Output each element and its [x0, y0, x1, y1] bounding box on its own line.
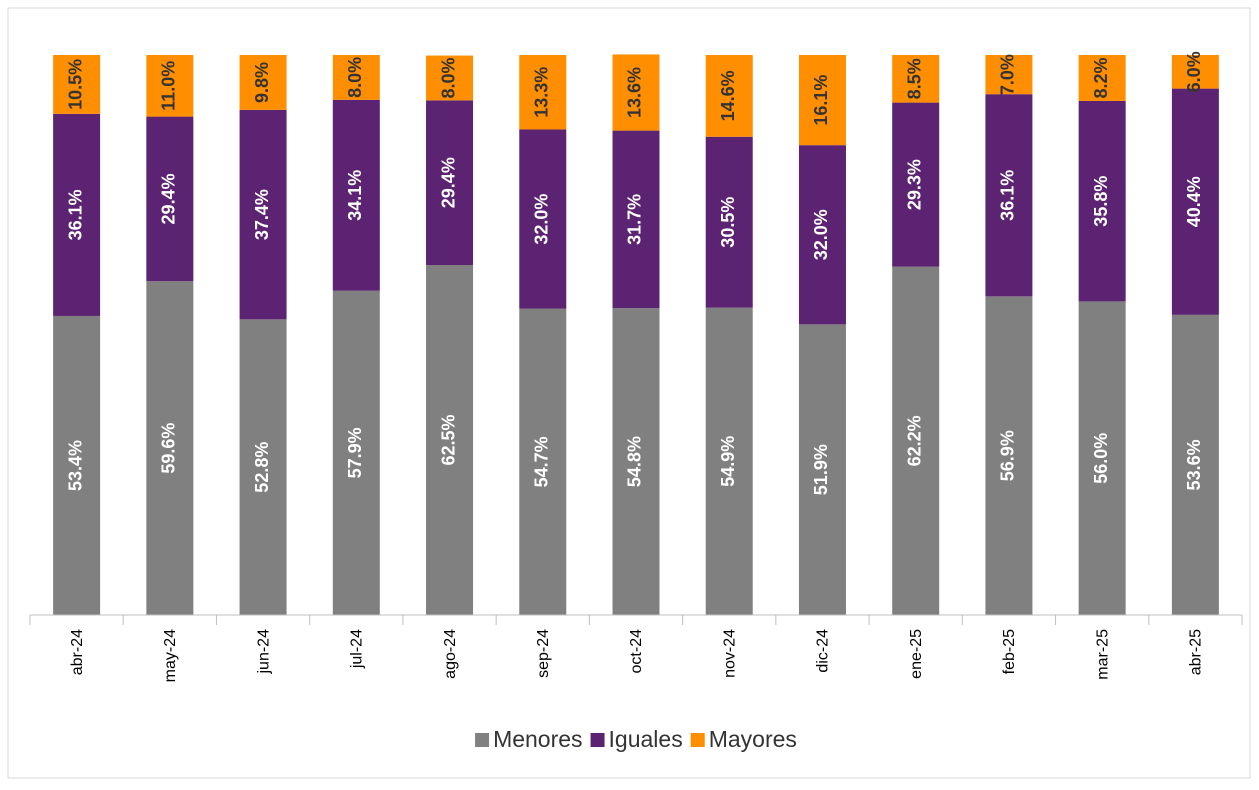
data-label: 54.7% [532, 436, 552, 487]
bar-segment [1078, 55, 1126, 101]
data-label: 62.5% [438, 414, 458, 465]
legend-label: Mayores [709, 726, 797, 752]
bar-segment [332, 55, 380, 100]
bar-segment [892, 266, 940, 615]
legend-label: Iguales [609, 726, 683, 752]
x-tick-label: jun-24 [255, 629, 272, 675]
data-label: 54.8% [625, 436, 645, 487]
bar-segment [1078, 301, 1126, 615]
bar-segment [705, 307, 753, 615]
data-label: 32.0% [532, 194, 552, 245]
data-label: 40.4% [1184, 176, 1204, 227]
data-label: 54.9% [718, 436, 738, 487]
data-label: 16.1% [811, 75, 831, 126]
data-label: 29.4% [438, 157, 458, 208]
x-tick-label: may-24 [162, 629, 179, 682]
bar-segment [426, 265, 474, 615]
x-tick-label: nov-24 [721, 629, 738, 678]
data-label: 30.5% [718, 197, 738, 248]
x-tick-label: abr-25 [1188, 629, 1205, 675]
data-label: 36.1% [998, 170, 1018, 221]
x-tick-label: jul-24 [349, 629, 366, 669]
bar-segment [53, 113, 101, 316]
legend-label: Menores [493, 726, 582, 752]
data-label: 14.6% [718, 70, 738, 121]
data-label: 62.2% [904, 415, 924, 466]
data-label: 8.0% [345, 57, 365, 98]
legend-swatch [475, 733, 490, 747]
bar-segment [985, 94, 1033, 297]
data-label: 13.6% [625, 67, 645, 118]
bar-segment [53, 55, 101, 114]
bar-segment [985, 55, 1033, 95]
data-label: 53.4% [65, 440, 85, 491]
bar-segment [146, 116, 194, 282]
x-tick-label: ago-24 [442, 629, 459, 679]
bar-segment [519, 308, 567, 615]
x-tick-label: feb-25 [1001, 629, 1018, 674]
bar-segment [892, 102, 940, 267]
data-label: 35.8% [1091, 176, 1111, 227]
x-tick-label: ene-25 [908, 629, 925, 679]
x-tick-label: oct-24 [628, 629, 645, 674]
bar-segment [426, 100, 474, 265]
bar-segment [705, 55, 753, 137]
bar-segment [1078, 100, 1126, 302]
bar-segment [798, 145, 846, 325]
data-label: 32.0% [811, 209, 831, 260]
bar-segment [239, 55, 287, 110]
data-label: 8.5% [904, 58, 924, 99]
data-label: 36.1% [65, 189, 85, 240]
bar-segment [519, 129, 567, 309]
bar-segment [892, 55, 940, 103]
bar-segment [426, 55, 474, 101]
data-label: 31.7% [625, 194, 645, 245]
bar-segment [1171, 55, 1219, 89]
data-label: 56.9% [998, 430, 1018, 481]
data-label: 8.2% [1091, 57, 1111, 98]
data-label: 7.0% [998, 54, 1018, 95]
data-label: 37.4% [252, 189, 272, 240]
data-label: 29.3% [904, 159, 924, 210]
x-tick-label: mar-25 [1094, 629, 1111, 680]
bar-segment [705, 136, 753, 308]
data-label: 52.8% [252, 442, 272, 493]
bar-segment [146, 281, 194, 615]
bar-segment [53, 315, 101, 615]
x-tick-label: sep-24 [535, 629, 552, 678]
data-label: 13.3% [532, 67, 552, 118]
data-label: 57.9% [345, 427, 365, 478]
data-label: 34.1% [345, 170, 365, 221]
bar-segment [239, 319, 287, 615]
bar-segment [1171, 314, 1219, 615]
data-label: 9.8% [252, 62, 272, 103]
data-label: 53.6% [1184, 439, 1204, 490]
data-label: 10.5% [65, 59, 85, 110]
legend-swatch [690, 733, 705, 747]
bar-segment [612, 130, 660, 309]
bar-segment [1171, 88, 1219, 315]
data-label: 56.0% [1091, 433, 1111, 484]
data-label: 29.4% [159, 173, 179, 224]
bar-segment [985, 296, 1033, 615]
bar-segment [332, 290, 380, 615]
bar-segment [519, 55, 567, 130]
x-tick-label: dic-24 [815, 629, 832, 673]
x-tick-label: abr-24 [69, 629, 86, 675]
bar-segment [332, 99, 380, 291]
data-label: 6.0% [1184, 51, 1204, 92]
bar-segment [612, 308, 660, 615]
bar-segment [239, 109, 287, 320]
bar-segment [612, 54, 660, 131]
legend-swatch [590, 733, 605, 747]
data-label: 59.6% [159, 423, 179, 474]
bar-segment [798, 55, 846, 146]
bar-segment [146, 55, 194, 117]
data-label: 51.9% [811, 444, 831, 495]
data-label: 11.0% [159, 61, 179, 111]
data-label: 8.0% [438, 57, 458, 98]
bar-segment [798, 324, 846, 615]
